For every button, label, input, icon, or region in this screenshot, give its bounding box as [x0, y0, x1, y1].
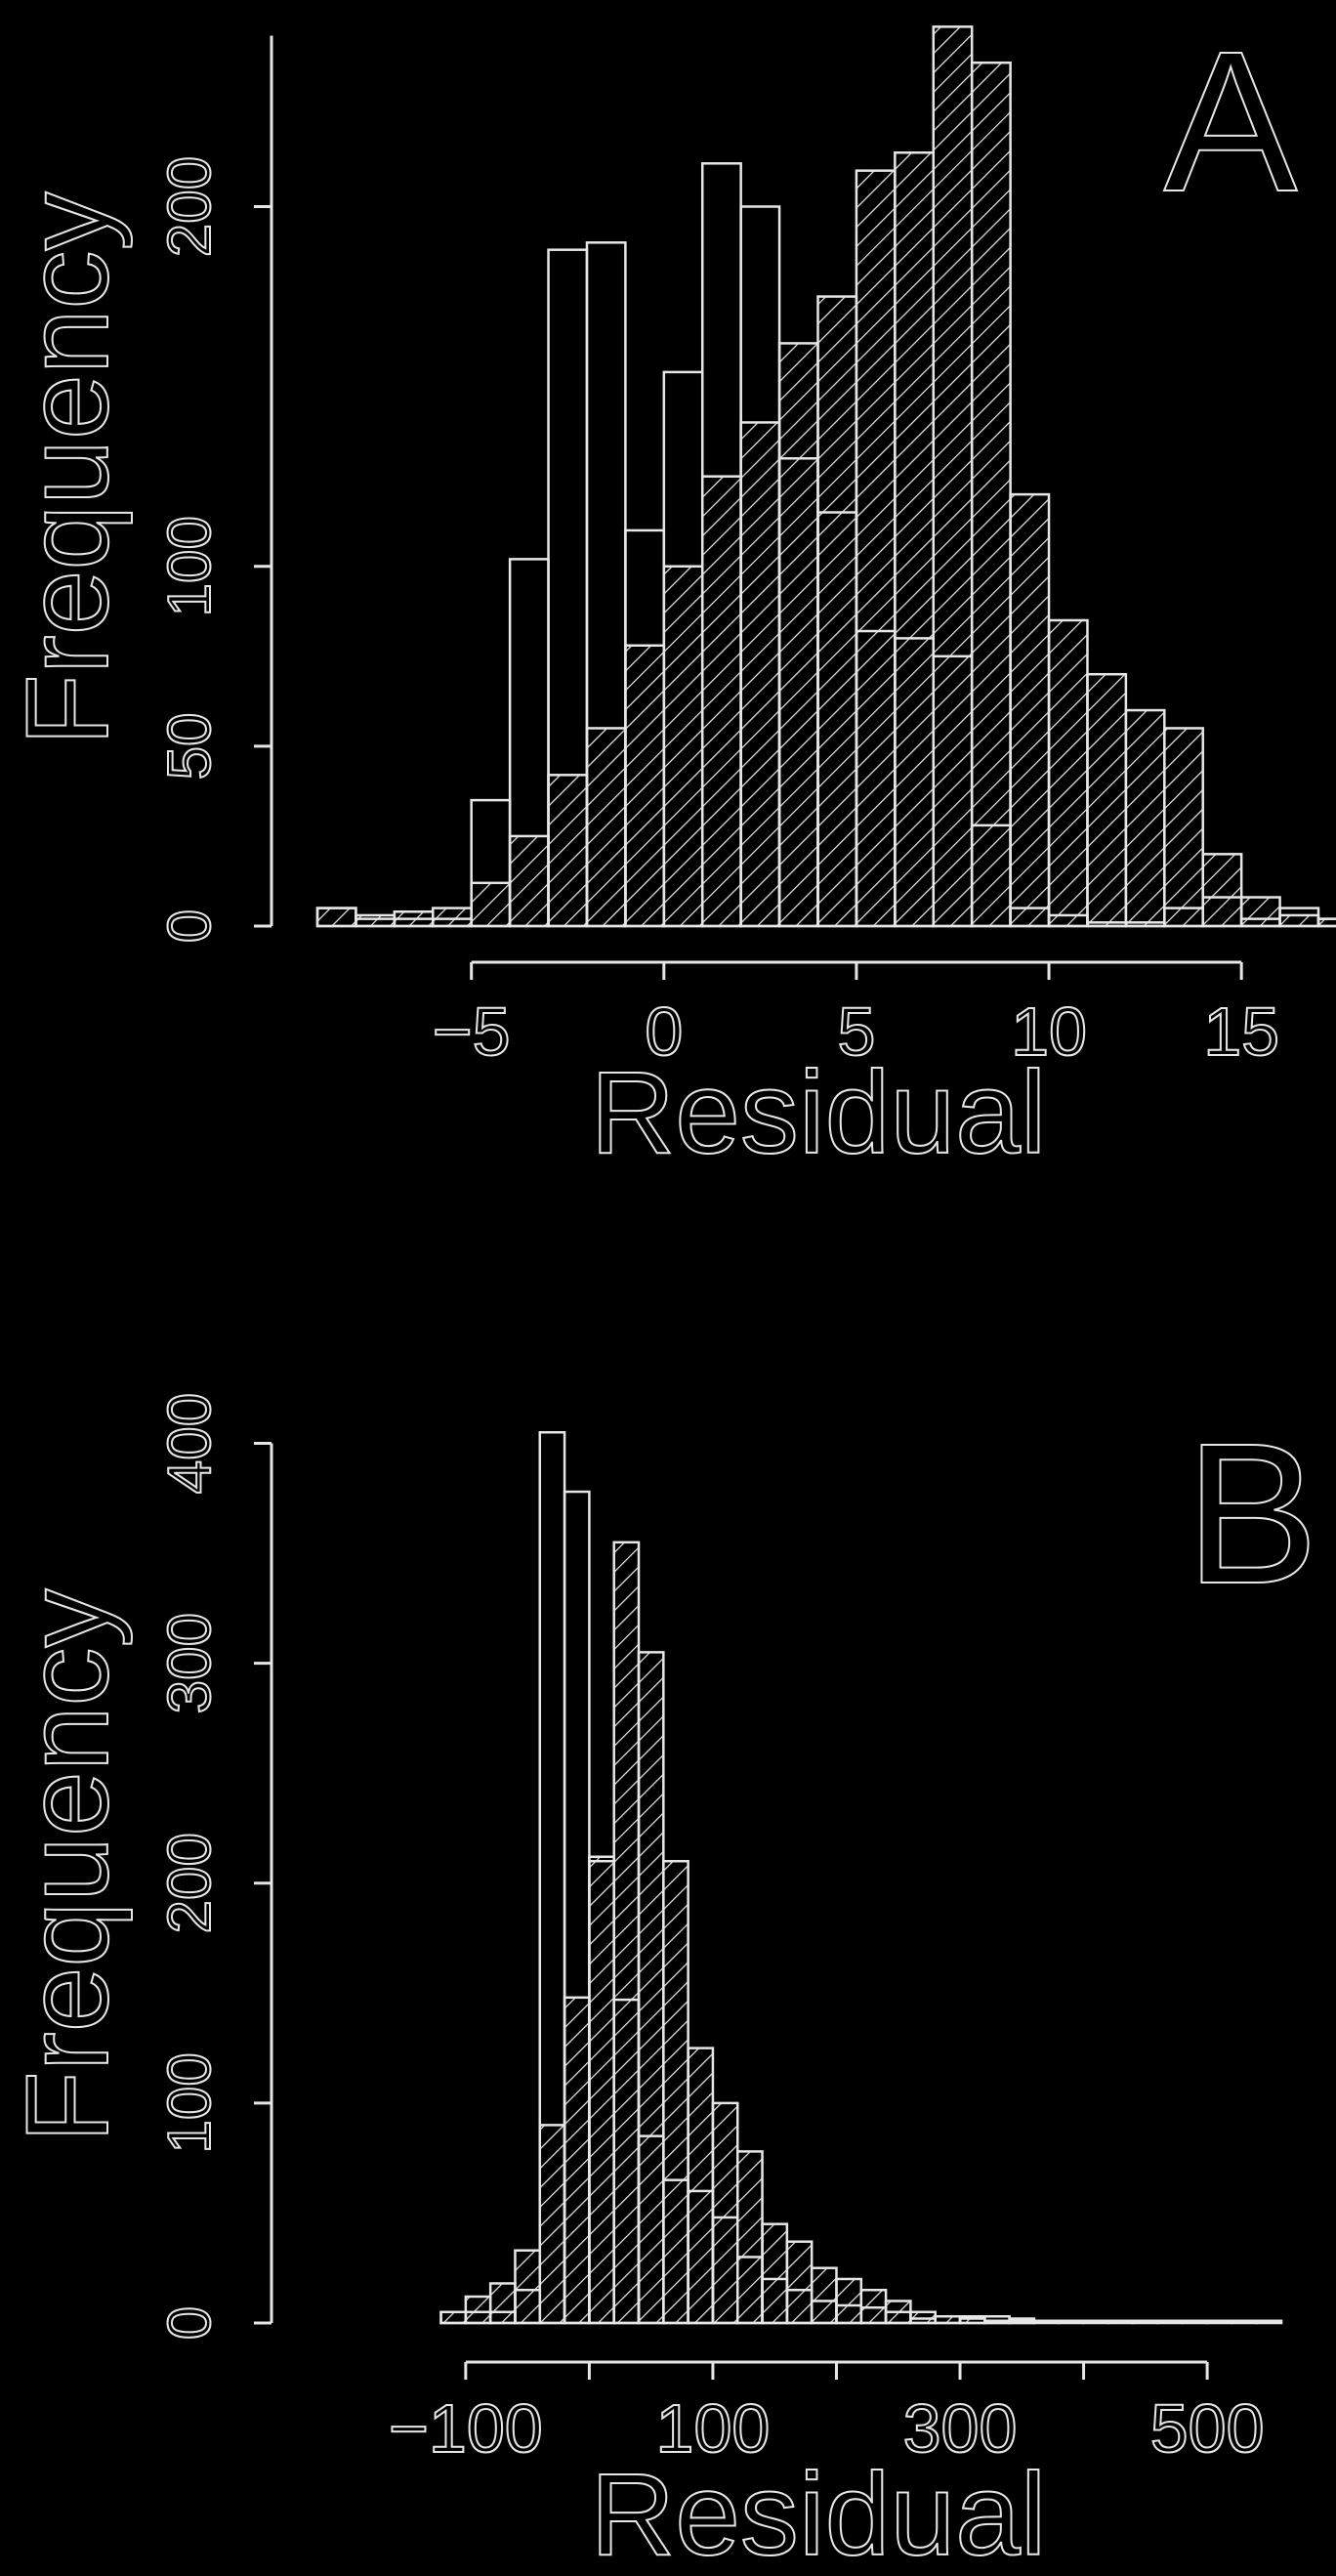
panel-a-y-tick-label-0: 0: [156, 909, 224, 943]
panel-b-y-tick-label-4: 400: [156, 1393, 224, 1494]
panel-b-series-0-bar-27: [1106, 2319, 1135, 2325]
panel-b-series-1-bar-9: [662, 1859, 689, 2325]
panel-b-series-1-bar-0: [439, 2310, 468, 2325]
panel-b-series-1-bar-6: [588, 1855, 615, 2325]
panel-b-series-1-bar-5: [563, 1996, 591, 2325]
panel-b-bars: [439, 1431, 1283, 2325]
panel-b-series-1-bar-8: [637, 1651, 665, 2325]
panel-a-series-1-bar-9: [662, 565, 704, 928]
panel-a-series-1-bar-18: [1009, 492, 1051, 928]
panel-a-series-1-bar-23: [1201, 853, 1243, 928]
panel-a-series-1-bar-16: [932, 25, 974, 928]
panel-a-series-1-bar-12: [777, 342, 819, 928]
panel-a-series-1-bar-4: [470, 881, 512, 928]
panel-b-label: B: [1186, 1402, 1319, 1626]
panel-b-x-tick-label-0: −100: [389, 2390, 543, 2467]
panel-a-series-1-bar-25: [1278, 913, 1320, 928]
panel-a-series-1-bar-5: [508, 834, 550, 928]
panel-b-series-1-bar-3: [514, 2249, 542, 2325]
panel-b-series-1-bar-14: [785, 2240, 814, 2325]
panel-a-label: A: [1164, 10, 1298, 233]
panel-a-x-tick-label-2: 5: [837, 993, 875, 1070]
panel-a-series-1-bar-7: [585, 727, 627, 928]
panel-b-series-1-bar-18: [884, 2300, 912, 2325]
panel-a-series-1-bar-24: [1239, 896, 1281, 928]
panel-a-series-1-bar-11: [739, 421, 781, 928]
panel-b-series-0-bar-24: [1032, 2319, 1061, 2325]
panel-b-series-0-bar-32: [1231, 2319, 1258, 2325]
panel-a-series-1-bar-0: [315, 907, 357, 928]
panel-a-series-1-bar-20: [1086, 672, 1128, 928]
panel-b-series-0-bar-25: [1058, 2319, 1085, 2325]
panel-b-y-axis-title: Frequency: [2, 1589, 133, 2143]
panel-b-x-tick-label-2: 100: [656, 2390, 771, 2467]
panel-b-series-1-bar-2: [488, 2282, 517, 2325]
panel-b: B Frequency Residual 0 100 200 300 400 −100 10…: [1, 1392, 1319, 2576]
panel-b-series-1-bar-21: [958, 2317, 986, 2325]
panel-a-y-tick-label-1: 50: [156, 712, 224, 780]
panel-a: A Frequency Residual 0 50 100 200 −5 0 5 10 15: [1, 9, 1336, 1179]
panel-a-series-1-bar-6: [547, 774, 589, 928]
panel-b-series-1-bar-23: [1008, 2319, 1036, 2325]
panel-b-series-1-bar-20: [934, 2314, 962, 2325]
panel-a-series-1-bar-26: [1316, 917, 1336, 928]
panel-b-series-1-bar-22: [983, 2319, 1011, 2325]
panel-b-axes: 0 100 200 300 400 −100 100 300 500: [155, 1392, 1266, 2468]
panel-b-series-0-bar-28: [1131, 2319, 1159, 2325]
panel-b-series-1-bar-17: [859, 2288, 888, 2325]
panel-b-y-tick-label-1: 100: [156, 2052, 224, 2153]
panel-b-series-0-bar-29: [1156, 2319, 1185, 2325]
panel-b-series-1-bar-7: [612, 1541, 641, 2325]
panel-a-series-1-bar-14: [855, 169, 897, 928]
panel-a-y-tick-label-3: 200: [156, 156, 224, 257]
panel-b-series-1-bar-13: [761, 2222, 789, 2325]
panel-a-series-1-bar-10: [700, 475, 742, 928]
panel-a-x-axis-title: Residual: [591, 1047, 1047, 1178]
panel-b-x-tick-label-6: 500: [1150, 2390, 1265, 2467]
panel-b-series-0-bar-30: [1181, 2319, 1209, 2325]
panel-a-x-tick-label-3: 10: [1011, 993, 1087, 1070]
panel-a-axes: 0 50 100 200 −5 0 5 10 15: [155, 35, 1280, 1071]
panel-a-series-1-bar-21: [1124, 708, 1166, 928]
panel-b-x-axis-title: Residual: [591, 2449, 1047, 2576]
panel-b-x-tick-label-4: 300: [903, 2390, 1018, 2467]
panel-a-series-1-bar-3: [432, 907, 473, 928]
panel-b-series-1-bar-16: [835, 2277, 863, 2325]
panel-b-series-1-bar-4: [538, 2124, 566, 2325]
panel-a-series-1-bar-1: [355, 913, 397, 928]
panel-b-series-0-bar-26: [1082, 2319, 1110, 2325]
panel-a-x-tick-label-4: 15: [1203, 993, 1279, 1070]
panel-b-series-1-bar-10: [687, 2047, 715, 2325]
panel-a-series-1-bar-8: [624, 644, 666, 928]
panel-b-series-1-bar-15: [810, 2266, 838, 2325]
panel-a-x-tick-label-1: 0: [645, 993, 683, 1070]
panel-a-y-axis-title: Frequency: [2, 192, 133, 746]
panel-a-x-tick-label-0: −5: [433, 993, 511, 1070]
panel-a-series-1-bar-2: [393, 910, 435, 928]
panel-b-y-tick-label-3: 300: [156, 1613, 224, 1713]
panel-b-series-1-bar-19: [909, 2310, 937, 2325]
panel-b-series-1-bar-12: [735, 2150, 764, 2325]
panel-b-series-0-bar-33: [1255, 2319, 1283, 2325]
panel-a-series-1-bar-22: [1163, 727, 1204, 928]
panel-b-series-0-bar-31: [1205, 2319, 1233, 2325]
panel-a-series-1-bar-19: [1047, 618, 1089, 928]
panel-b-series-1-bar-11: [711, 2101, 739, 2325]
panel-a-y-tick-label-2: 100: [156, 516, 224, 616]
panel-a-series-1-bar-13: [816, 295, 858, 928]
panel-a-bars: [315, 25, 1336, 928]
panel-b-y-tick-label-2: 200: [156, 1833, 224, 1933]
panel-a-series-1-bar-17: [970, 61, 1012, 928]
panel-b-series-1-bar-1: [464, 2295, 492, 2325]
panel-a-series-1-bar-15: [894, 151, 936, 928]
panel-b-y-tick-label-0: 0: [156, 2306, 224, 2340]
